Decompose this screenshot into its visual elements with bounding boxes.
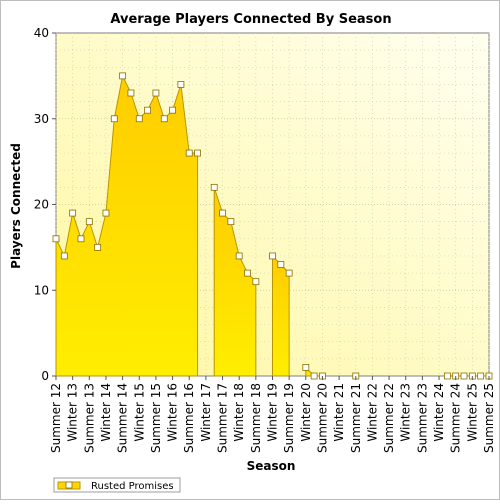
data-point bbox=[102, 209, 110, 217]
x-tick-label: Winter 24 bbox=[432, 383, 446, 442]
data-point bbox=[127, 89, 135, 97]
data-point bbox=[302, 364, 310, 371]
x-tick-label: Summer 23 bbox=[415, 383, 429, 453]
x-tick-label: Winter 13 bbox=[66, 383, 80, 442]
x-tick-label: Winter 23 bbox=[399, 383, 413, 442]
x-tick-label: Winter 19 bbox=[266, 383, 280, 442]
data-point bbox=[244, 269, 251, 277]
x-tick-label: Summer 18 bbox=[249, 383, 263, 453]
x-tick-label: Winter 17 bbox=[199, 383, 213, 442]
x-tick-label: Summer 24 bbox=[449, 383, 463, 453]
x-tick-label: Summer 14 bbox=[116, 383, 130, 453]
series-area-segment bbox=[272, 254, 290, 377]
y-tick-label: 40 bbox=[34, 26, 49, 40]
data-point bbox=[135, 115, 143, 123]
x-tick-label: Summer 19 bbox=[282, 383, 296, 453]
data-point bbox=[235, 252, 243, 260]
data-point bbox=[144, 106, 152, 114]
legend-marker-icon bbox=[65, 481, 73, 489]
x-tick-label: Winter 25 bbox=[465, 383, 479, 442]
data-point bbox=[169, 106, 176, 114]
data-point bbox=[285, 269, 293, 277]
data-point bbox=[219, 209, 226, 217]
data-point bbox=[443, 372, 451, 380]
data-point bbox=[77, 235, 85, 243]
legend-box bbox=[53, 477, 181, 493]
x-tick-label: Summer 20 bbox=[315, 383, 329, 453]
data-point bbox=[227, 218, 235, 226]
legend: Rusted Promises bbox=[53, 477, 181, 493]
data-point bbox=[210, 183, 218, 191]
x-tick-label: Summer 15 bbox=[149, 383, 163, 453]
x-tick-label: Winter 18 bbox=[232, 383, 246, 442]
x-tick-label: Summer 12 bbox=[49, 383, 63, 453]
chart-title: Average Players Connected By Season bbox=[110, 12, 391, 27]
x-tick-label: Winter 20 bbox=[299, 383, 313, 442]
x-tick-label: Winter 22 bbox=[365, 383, 379, 442]
x-tick-label: Winter 15 bbox=[132, 383, 146, 442]
x-tick-label: Winter 21 bbox=[332, 383, 346, 442]
data-point bbox=[269, 252, 276, 260]
y-tick-label: 20 bbox=[34, 198, 49, 212]
x-tick-label: Summer 17 bbox=[216, 383, 230, 453]
y-tick-label: 10 bbox=[34, 283, 49, 297]
data-point bbox=[110, 115, 118, 123]
x-tick-label: Winter 16 bbox=[166, 383, 180, 442]
data-point bbox=[185, 149, 193, 157]
x-tick-label: Summer 13 bbox=[82, 383, 96, 453]
series-area bbox=[55, 74, 489, 377]
data-point bbox=[277, 261, 285, 268]
legend-label: Rusted Promises bbox=[91, 481, 174, 492]
y-tick-label: 30 bbox=[34, 112, 49, 126]
x-tick-label: Summer 21 bbox=[349, 383, 363, 453]
data-point bbox=[310, 372, 318, 380]
data-point bbox=[152, 89, 160, 97]
data-point bbox=[60, 252, 68, 260]
data-point bbox=[477, 372, 485, 380]
y-tick-label: 0 bbox=[41, 369, 49, 383]
data-point bbox=[85, 218, 93, 226]
x-tick-label: Summer 22 bbox=[382, 383, 396, 453]
data-point bbox=[52, 235, 60, 243]
data-point bbox=[177, 81, 185, 88]
x-axis: Summer 12 Winter 13 Summer 13 Winter 14 Summ… bbox=[49, 376, 496, 453]
y-axis: 0 10 20 30 40 bbox=[34, 26, 56, 383]
data-point bbox=[94, 243, 102, 251]
data-point bbox=[460, 372, 468, 380]
data-point bbox=[69, 209, 77, 217]
x-tick-label: Winter 14 bbox=[99, 383, 113, 442]
data-point bbox=[252, 278, 260, 286]
x-tick-label: Summer 25 bbox=[482, 383, 496, 453]
data-point bbox=[119, 72, 127, 80]
data-point bbox=[194, 149, 201, 157]
x-tick-label: Summer 16 bbox=[182, 383, 196, 453]
x-axis-title: Season bbox=[247, 459, 296, 473]
data-point bbox=[160, 115, 168, 123]
y-axis-title: Players Connected bbox=[9, 143, 23, 269]
